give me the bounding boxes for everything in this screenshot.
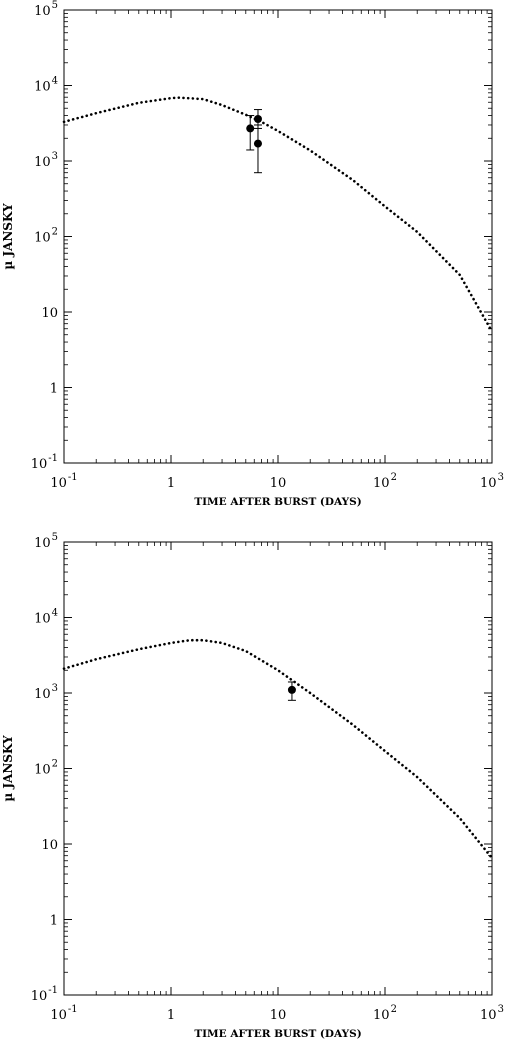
y-tick-label: 103: [34, 683, 58, 702]
model-curve: [62, 638, 494, 860]
data-point: [246, 124, 255, 133]
y-tick-label: 104: [34, 76, 58, 95]
x-tick-label: 1: [167, 1008, 175, 1023]
axis-ticks: [63, 541, 493, 996]
x-tick-label: 10-1: [50, 1004, 77, 1023]
y-tick-label: 1: [50, 382, 58, 397]
x-axis-label: TIME AFTER BURST (DAYS): [194, 496, 361, 508]
data-point: [287, 685, 296, 694]
y-tick-label: 10: [41, 838, 58, 853]
x-tick-label: 1: [167, 476, 175, 491]
y-tick-label: 105: [34, 0, 58, 19]
y-tick-label: 102: [34, 227, 58, 246]
y-tick-label: 103: [34, 151, 58, 170]
plot-frame: [63, 9, 493, 464]
model-curve: [62, 96, 494, 333]
x-tick-label: 103: [480, 472, 504, 491]
y-tick-label: 104: [34, 608, 58, 627]
chart-panel-1: 10-1 1 10 102 103 10-1 1 10 102 103 104 105 TIME AFT…: [1, 0, 504, 508]
x-tick-label: 102: [373, 1004, 397, 1023]
plot-frame: [63, 541, 493, 996]
y-tick-label: 10-1: [31, 985, 58, 1004]
x-tick-label: 10-1: [50, 472, 77, 491]
y-tick-label: 102: [34, 759, 58, 778]
y-tick-label: 10: [41, 306, 58, 321]
x-tick-label: 102: [373, 472, 397, 491]
y-axis-label: µ JANSKY: [1, 203, 15, 270]
y-axis-label: µ JANSKY: [1, 735, 15, 802]
x-axis-label: TIME AFTER BURST (DAYS): [194, 1028, 361, 1039]
axis-ticks: [63, 9, 493, 464]
error-bar: [246, 115, 255, 151]
x-tick-label: 10: [270, 1008, 287, 1023]
chart-panel-2: 10-1 1 10 102 103 10-1 1 10 102 103 104 105 TIME AFT…: [1, 532, 504, 1039]
y-tick-label: 1: [50, 914, 58, 929]
data-point: [253, 114, 262, 123]
y-tick-label: 10-1: [31, 453, 58, 472]
error-bar: [253, 124, 262, 174]
y-tick-label: 105: [34, 532, 58, 551]
x-tick-label: 10: [270, 476, 287, 491]
x-tick-label: 103: [480, 1004, 504, 1023]
data-point: [253, 139, 262, 148]
